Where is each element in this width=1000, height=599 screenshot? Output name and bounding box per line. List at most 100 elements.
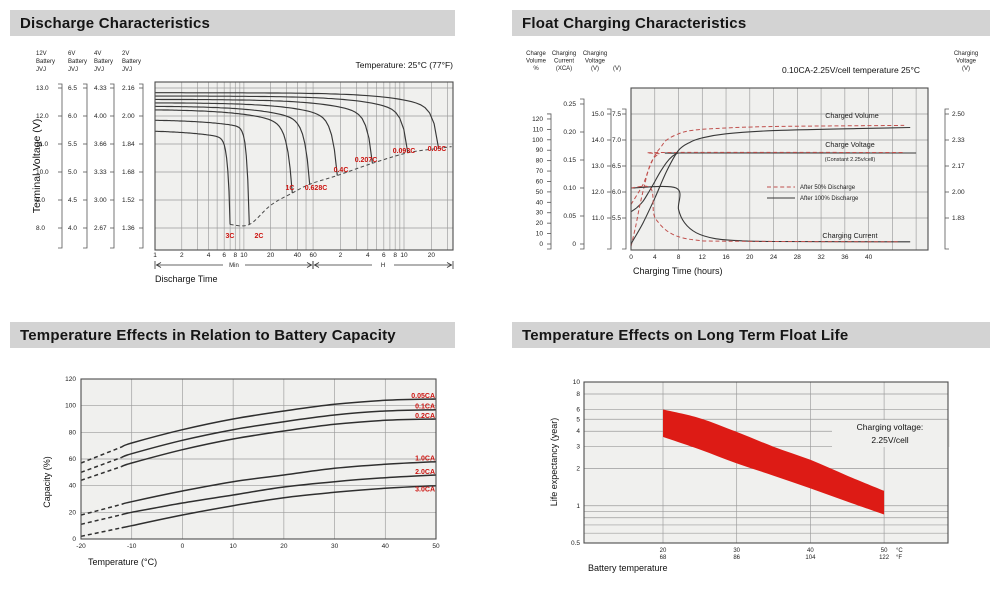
svg-text:1.0CA: 1.0CA [415,456,435,463]
svg-text:100: 100 [65,403,76,410]
svg-text:50: 50 [881,548,888,554]
svg-text:6: 6 [222,252,226,259]
svg-text:0.15: 0.15 [563,157,576,164]
svg-text:1.68: 1.68 [122,169,135,176]
svg-text:90: 90 [536,147,544,154]
svg-text:10.0: 10.0 [36,169,49,176]
svg-text:2: 2 [180,252,184,259]
svg-text:20: 20 [69,509,77,516]
svg-text:0.25: 0.25 [563,101,576,108]
svg-text:50: 50 [536,189,544,196]
svg-text:0.1CA: 0.1CA [415,404,435,411]
svg-text:10: 10 [240,252,248,259]
svg-text:4: 4 [653,254,657,261]
svg-text:Min: Min [229,263,239,269]
svg-text:68: 68 [660,555,667,561]
svg-text:Volume: Volume [526,59,547,65]
svg-text:60: 60 [536,178,544,185]
discharge-characteristics-chart: 12V Battery JVJ 6V Battery JVJ 4V Battery JVJ 2V B… [31,51,454,284]
svg-text:0: 0 [181,543,185,550]
svg-text:50: 50 [432,543,440,550]
svg-text:0.4C: 0.4C [334,167,349,174]
svg-text:0.2CA: 0.2CA [415,413,435,420]
svg-text:2.17: 2.17 [952,163,965,170]
svg-text:Battery: Battery [94,59,113,65]
svg-text:1.36: 1.36 [122,225,135,232]
svg-text:0.207C: 0.207C [355,157,378,164]
svg-text:0.10: 0.10 [563,185,576,192]
svg-text:7.5: 7.5 [612,111,621,118]
svg-text:Voltage: Voltage [956,59,977,65]
svg-text:1.83: 1.83 [952,215,965,222]
svg-text:2.00: 2.00 [122,113,135,120]
svg-text:Charging Current: Charging Current [822,231,877,240]
svg-text:6.5: 6.5 [612,163,621,170]
svg-text:5.5: 5.5 [68,141,77,148]
svg-text:60: 60 [69,456,77,463]
svg-text:6.0: 6.0 [612,189,621,196]
svg-text:20: 20 [536,220,544,227]
svg-text:20: 20 [280,543,288,550]
svg-text:0.05: 0.05 [563,213,576,220]
svg-text:0: 0 [572,241,576,248]
svg-text:30: 30 [536,210,544,217]
svg-text:8: 8 [393,252,397,259]
svg-text:4.00: 4.00 [94,113,107,120]
svg-text:6: 6 [382,252,386,259]
float-charging-chart: ChargeVolume%010203040506070809010011012… [526,51,978,276]
svg-text:2: 2 [576,465,580,472]
section-header-float-charging: Float Charging Characteristics [512,10,990,36]
svg-text:0.05CA: 0.05CA [411,393,435,400]
svg-text:-10: -10 [127,543,137,550]
svg-text:Current: Current [554,59,574,65]
svg-text:40: 40 [807,548,814,554]
svg-text:°F: °F [896,555,902,561]
svg-text:13.0: 13.0 [591,163,604,170]
svg-text:8: 8 [233,252,237,259]
svg-text:2.0CA: 2.0CA [415,469,435,476]
svg-text:60: 60 [309,252,317,259]
svg-text:Temperature (°C): Temperature (°C) [88,557,157,567]
svg-text:10: 10 [536,231,544,238]
section-header-temperature-capacity: Temperature Effects in Relation to Batte… [10,322,455,348]
svg-text:36: 36 [841,254,849,261]
svg-text:80: 80 [536,158,544,165]
svg-text:0: 0 [539,241,543,248]
svg-text:4: 4 [207,252,211,259]
svg-text:3.0CA: 3.0CA [415,487,435,494]
svg-text:Charging voltage:: Charging voltage: [857,422,924,432]
float-life-chart: Charging voltage:2.25V/cell1086543210.52… [549,379,950,573]
svg-text:120: 120 [65,376,76,383]
svg-text:0.628C: 0.628C [305,185,328,192]
svg-text:12.0: 12.0 [591,189,604,196]
svg-text:Battery: Battery [36,59,55,65]
svg-text:4: 4 [576,428,580,435]
svg-text:11.0: 11.0 [36,141,49,148]
svg-text:Discharge Time: Discharge Time [155,274,218,284]
svg-text:40: 40 [536,199,544,206]
svg-text:10: 10 [573,379,581,386]
svg-text:Charging Time (hours): Charging Time (hours) [633,266,723,276]
svg-text:Charging: Charging [552,51,576,57]
svg-text:0.05C: 0.05C [428,146,447,153]
svg-text:20: 20 [267,252,275,259]
svg-text:2.16: 2.16 [122,85,135,92]
svg-text:0.5: 0.5 [571,540,580,547]
svg-text:5.0: 5.0 [68,169,77,176]
svg-text:After 50% Discharge: After 50% Discharge [800,185,856,191]
temperature-capacity-chart: 0.05CA 0.1CA 0.2CA 1.0CA 2.0CA 3.0CA -20 -10 0 10… [42,376,440,567]
svg-text:32: 32 [817,254,825,261]
section-title: Temperature Effects on Long Term Float L… [522,326,849,344]
svg-text:0: 0 [629,254,633,261]
svg-text:40: 40 [294,252,302,259]
svg-text:Terminal Voltage (V): Terminal Voltage (V) [31,119,43,214]
svg-text:Life expectancy (year): Life expectancy (year) [549,418,559,507]
svg-text:30: 30 [331,543,339,550]
svg-text:5.5: 5.5 [612,215,621,222]
svg-text:-20: -20 [76,543,86,550]
svg-text:°C: °C [896,548,903,554]
svg-text:10: 10 [230,543,238,550]
svg-text:JVJ: JVJ [68,67,78,73]
svg-text:122: 122 [879,555,890,561]
